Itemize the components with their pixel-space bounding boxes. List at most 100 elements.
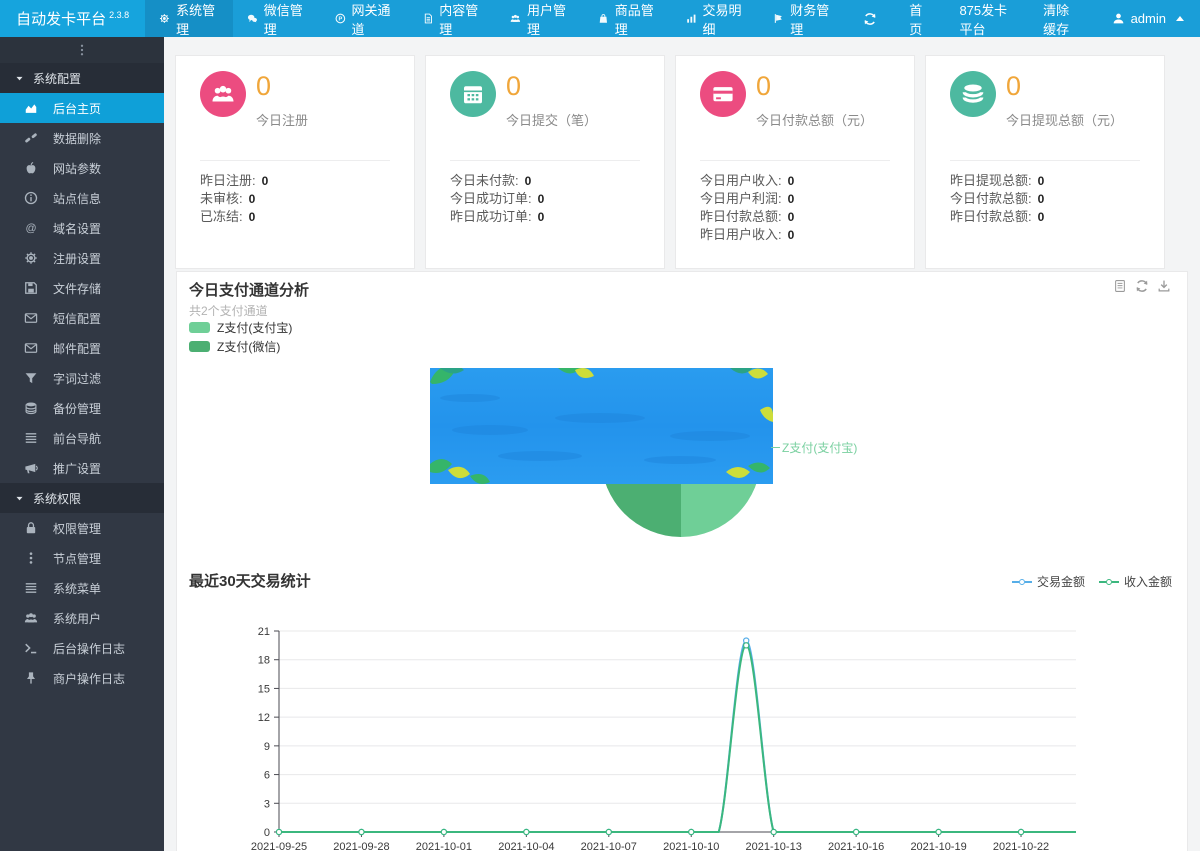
svg-text:2021-09-28: 2021-09-28 (333, 841, 389, 851)
chart-area-icon (25, 104, 37, 113)
stat-row-label: 今日未付款: (450, 173, 519, 188)
sidebar-item-节点管理[interactable]: 节点管理 (0, 543, 164, 573)
data-point (852, 828, 860, 836)
legend-swatch (189, 341, 210, 352)
sidebar-item-商户操作日志[interactable]: 商户操作日志 (0, 663, 164, 693)
sidebar-item-后台主页[interactable]: 后台主页 (0, 93, 164, 123)
sidebar-item-字词过滤[interactable]: 字词过滤 (0, 363, 164, 393)
svg-text:0: 0 (264, 827, 270, 839)
sidebar-item-推广设置[interactable]: 推广设置 (0, 453, 164, 483)
legend-line (1111, 580, 1119, 583)
stat-row-value: 0 (1037, 210, 1045, 224)
sidebar-item-邮件配置[interactable]: 邮件配置 (0, 333, 164, 363)
download-icon (1158, 280, 1170, 292)
sidebar-item-label: 系统菜单 (53, 581, 102, 596)
nav-item-用户管理[interactable]: 用户管理 (496, 0, 584, 37)
sidebar-item-label: 前台导航 (53, 431, 102, 446)
flag-icon (775, 14, 783, 23)
stat-card-今日提交（笔）: 0 今日提交（笔） 今日未付款: 0 今日成功订单: 0 昨日成功订单: 0 (425, 55, 665, 269)
sidebar-item-label: 网站参数 (53, 161, 102, 176)
at-icon: @ (25, 223, 36, 235)
stat-row-value: 0 (248, 192, 256, 206)
nav-item-商品管理[interactable]: 商品管理 (584, 0, 672, 37)
app-version: 2.3.8 (109, 9, 130, 20)
nav-item-label: 微信管理 (263, 2, 303, 37)
sidebar-item-label: 推广设置 (53, 461, 102, 476)
nav-item-网关通道[interactable]: P 网关通道 (321, 0, 409, 37)
line-legend-item-收入金额[interactable]: 收入金额 (1098, 573, 1172, 590)
svg-text:2021-10-19: 2021-10-19 (910, 841, 966, 851)
sidebar-item-后台操作日志[interactable]: 后台操作日志 (0, 633, 164, 663)
stat-row-value: 0 (537, 192, 545, 206)
pie-section-title: 今日支付通道分析 (189, 282, 310, 299)
sidebar-item-域名设置[interactable]: @ 域名设置 (0, 213, 164, 243)
toolbox-refresh-button[interactable] (1135, 279, 1149, 296)
sidebar-group-系统配置[interactable]: 系统配置 (0, 63, 164, 93)
nav-item-财务管理[interactable]: 财务管理 (759, 0, 847, 37)
nav-item-交易明细[interactable]: 交易明细 (672, 0, 760, 37)
sidebar-group-label: 系统权限 (33, 491, 82, 506)
nav-link-首页[interactable]: 首页 (909, 2, 923, 37)
svg-text:2021-10-07: 2021-10-07 (581, 841, 637, 851)
data-point (743, 642, 750, 649)
top-nav-items: 系统管理 微信管理 P 网关通道 内容管理 用户管理 商品管理 交易明细 财务管理 (145, 0, 847, 37)
refresh-button[interactable] (847, 0, 893, 37)
sidebar-item-注册设置[interactable]: 注册设置 (0, 243, 164, 273)
caret-up-icon (1176, 16, 1184, 21)
dashboard-panel: 今日支付通道分析 共2个支付通道 (176, 271, 1188, 851)
sidebar-item-权限管理[interactable]: 权限管理 (0, 513, 164, 543)
nav-item-微信管理[interactable]: 微信管理 (233, 0, 321, 37)
divider (200, 160, 390, 161)
toolbox-data-view-button[interactable] (1113, 279, 1127, 296)
nav-item-系统管理[interactable]: 系统管理 (145, 0, 234, 37)
user-menu[interactable]: admin (1096, 0, 1200, 37)
sidebar-item-站点信息[interactable]: 站点信息 (0, 183, 164, 213)
sidebar-collapse-handle[interactable] (0, 37, 164, 63)
pie-legend-item-Z支付(支付宝)[interactable]: Z支付(支付宝) (189, 319, 292, 336)
nav-link-875发卡平台[interactable]: 875发卡平台 (959, 2, 1008, 37)
sidebar-item-备份管理[interactable]: 备份管理 (0, 393, 164, 423)
sidebar-item-短信配置[interactable]: 短信配置 (0, 303, 164, 333)
stat-label: 今日提交（笔） (506, 113, 598, 128)
line-legend-item-交易金额[interactable]: 交易金额 (1011, 573, 1085, 590)
app-logo[interactable]: 自动发卡平台 2.3.8 (0, 0, 146, 37)
stat-card-head: 0 今日注册 (176, 56, 414, 129)
stat-row: 昨日用户收入: 0 (700, 226, 904, 244)
stat-label: 今日付款总额（元） (756, 113, 874, 128)
legend-marker (1105, 578, 1112, 585)
data-point (523, 828, 530, 836)
transactions-line-chart[interactable]: 0 3 6 9 12 15 18 21 2021-09-25 2021-09-28 2021-10-… (177, 602, 1187, 851)
users-icon (212, 85, 234, 102)
sidebar-item-label: 短信配置 (53, 311, 102, 326)
nav-item-label: 交易明细 (702, 2, 742, 37)
stat-icon-circle (450, 71, 496, 117)
stat-row: 今日用户收入: 0 (700, 172, 904, 190)
stat-row-value: 0 (248, 210, 256, 224)
nav-link-清除缓存[interactable]: 清除缓存 (1043, 2, 1070, 37)
main-content: 0 今日注册 昨日注册: 0 未审核: 0 已冻结: 0 0 今日提交（笔） 今日未付款:… (164, 37, 1200, 851)
sidebar-item-label: 文件存储 (53, 281, 102, 296)
app-title: 自动发卡平台 (16, 11, 107, 28)
stat-value: 0 (756, 71, 772, 101)
sidebar-item-网站参数[interactable]: 网站参数 (0, 153, 164, 183)
svg-text:2021-10-22: 2021-10-22 (993, 841, 1049, 851)
pie-slice-label: Z支付(支付宝) (771, 439, 857, 456)
sidebar-item-文件存储[interactable]: 文件存储 (0, 273, 164, 303)
toolbox-download-button[interactable] (1157, 279, 1171, 296)
nav-item-内容管理[interactable]: 内容管理 (409, 0, 497, 37)
sidebar-item-label: 邮件配置 (53, 341, 102, 356)
svg-text:18: 18 (258, 655, 270, 667)
stat-row-value: 0 (787, 228, 795, 242)
stat-icon-circle (200, 71, 246, 117)
sidebar-item-系统菜单[interactable]: 系统菜单 (0, 573, 164, 603)
stat-value: 0 (506, 71, 522, 101)
sidebar-group-系统权限[interactable]: 系统权限 (0, 483, 164, 513)
users-icon (24, 613, 38, 623)
stat-row: 昨日提现总额: 0 (950, 172, 1154, 190)
sidebar-item-系统用户[interactable]: 系统用户 (0, 603, 164, 633)
sidebar-item-数据删除[interactable]: 数据删除 (0, 123, 164, 153)
sidebar-item-前台导航[interactable]: 前台导航 (0, 423, 164, 453)
pie-legend-item-Z支付(微信)[interactable]: Z支付(微信) (189, 338, 280, 355)
bag-icon (599, 14, 607, 23)
data-point (605, 828, 612, 836)
